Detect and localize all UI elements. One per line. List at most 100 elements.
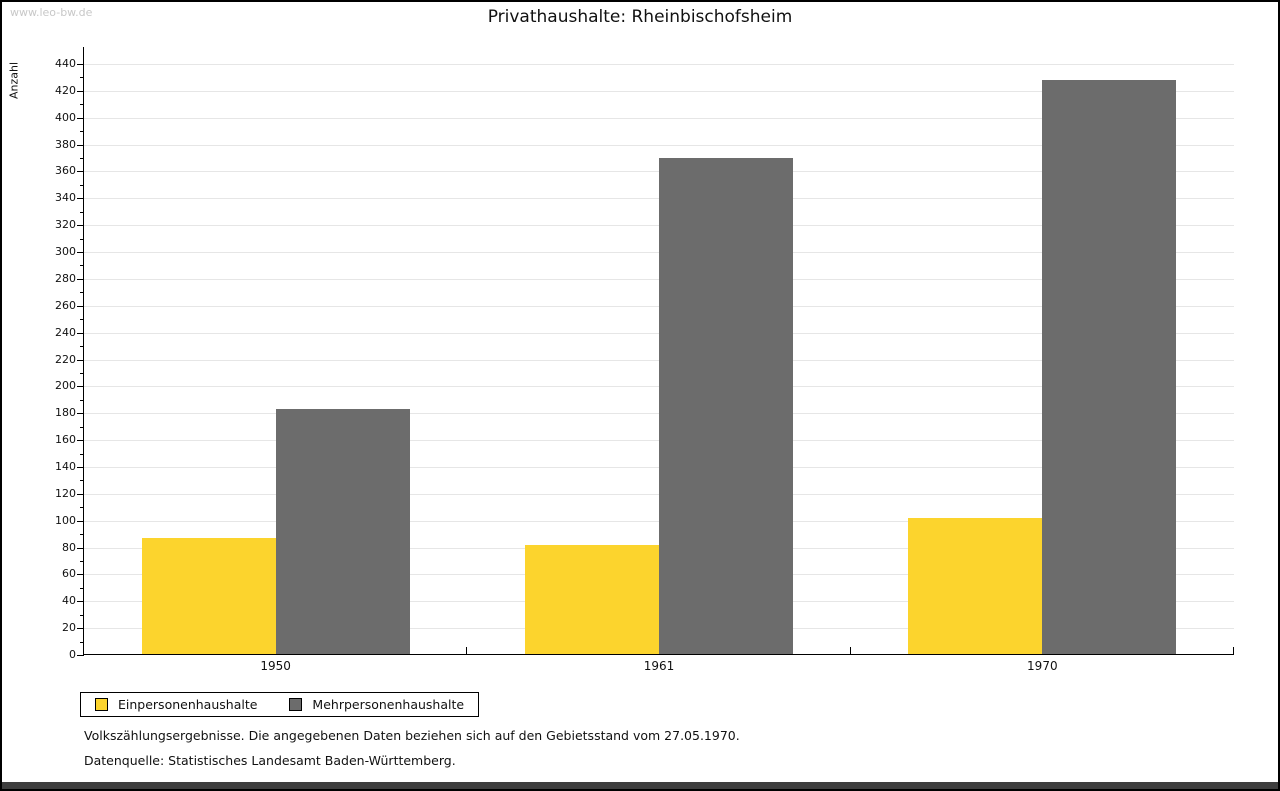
x-category-label-1961: 1961 <box>643 659 675 673</box>
y-axis-label: Anzahl <box>7 61 21 100</box>
x-tick-2 <box>849 647 851 655</box>
y-tick-minor-330 <box>80 211 84 213</box>
y-tick-major-280 <box>77 278 84 280</box>
y-tick-major-220 <box>77 359 84 361</box>
y-tick-label-20: 20 <box>62 621 76 635</box>
y-tick-minor-150 <box>80 453 84 455</box>
y-tick-label-220: 220 <box>55 352 76 366</box>
y-tick-major-380 <box>77 144 84 146</box>
y-tick-major-420 <box>77 90 84 92</box>
footnote-datenquelle: Datenquelle: Statistisches Landesamt Bad… <box>84 753 456 768</box>
y-tick-label-380: 380 <box>55 137 76 151</box>
y-tick-label-420: 420 <box>55 83 76 97</box>
y-tick-major-340 <box>77 198 84 200</box>
y-tick-major-300 <box>77 252 84 254</box>
bar-mehrpersonenhaushalte-1970 <box>1042 80 1177 655</box>
legend-label-einpersonenhaushalte: Einpersonenhaushalte <box>118 697 258 712</box>
legend-swatch-mehrpersonenhaushalte <box>289 698 303 711</box>
y-tick-label-260: 260 <box>55 298 76 312</box>
y-tick-major-440 <box>77 64 84 65</box>
y-tick-minor-130 <box>80 480 84 482</box>
gridline-420 <box>84 90 1234 92</box>
x-category-label-1950: 1950 <box>260 659 291 673</box>
y-tick-label-200: 200 <box>55 379 76 393</box>
y-tick-label-140: 140 <box>55 459 76 473</box>
y-tick-minor-370 <box>80 158 84 160</box>
bar-mehrpersonenhaushalte-1950 <box>275 409 410 655</box>
legend: Einpersonenhaushalte Mehrpersonenhaushalt… <box>80 692 480 717</box>
watermark: www.leo-bw.de <box>10 6 93 19</box>
y-tick-major-60 <box>77 574 84 576</box>
x-tick-3 <box>1233 647 1234 655</box>
footnote-gebietsstand: Volkszählungsergebnisse. Die angegebenen… <box>84 728 740 743</box>
y-tick-label-400: 400 <box>55 110 76 124</box>
y-tick-minor-90 <box>80 534 84 536</box>
gridline-380 <box>84 144 1234 146</box>
bar-einpersonenhaushalte-1961 <box>525 544 659 655</box>
y-tick-major-360 <box>77 171 84 173</box>
y-tick-major-100 <box>77 520 84 522</box>
y-tick-minor-410 <box>80 104 84 106</box>
y-tick-label-120: 120 <box>55 486 76 500</box>
y-tick-label-340: 340 <box>55 191 76 205</box>
y-tick-minor-390 <box>80 131 84 133</box>
y-tick-label-0: 0 <box>69 648 76 661</box>
y-tick-major-260 <box>77 305 84 307</box>
y-tick-major-20 <box>77 628 84 630</box>
chart-title: Privathaushalte: Rheinbischofsheim <box>487 7 793 27</box>
y-tick-major-200 <box>77 386 84 388</box>
y-tick-minor-10 <box>80 641 84 643</box>
x-tick-1 <box>466 647 468 655</box>
y-tick-label-40: 40 <box>62 594 76 608</box>
y-axis-line <box>83 47 84 655</box>
y-tick-label-440: 440 <box>55 57 76 70</box>
y-tick-major-240 <box>77 332 84 334</box>
y-tick-minor-270 <box>80 292 84 294</box>
y-tick-minor-30 <box>80 614 84 616</box>
gridline-400 <box>84 117 1234 119</box>
y-tick-label-180: 180 <box>55 406 76 420</box>
y-tick-major-0 <box>77 655 84 656</box>
y-tick-major-160 <box>77 440 84 442</box>
y-tick-label-320: 320 <box>55 218 76 232</box>
y-tick-minor-190 <box>80 399 84 401</box>
y-tick-minor-210 <box>80 372 84 374</box>
y-tick-major-80 <box>77 547 84 549</box>
y-tick-label-280: 280 <box>55 271 76 285</box>
y-tick-minor-110 <box>80 507 84 509</box>
x-category-label-1970: 1970 <box>1027 659 1058 673</box>
y-tick-label-300: 300 <box>55 245 76 259</box>
y-tick-major-180 <box>77 413 84 415</box>
x-axis-line <box>83 654 1234 655</box>
y-tick-label-60: 60 <box>62 567 76 581</box>
y-tick-label-80: 80 <box>62 540 76 554</box>
bar-mehrpersonenhaushalte-1961 <box>659 158 793 655</box>
y-tick-minor-250 <box>80 319 84 321</box>
legend-item-mehrpersonenhaushalte: Mehrpersonenhaushalte <box>289 697 464 712</box>
y-tick-label-100: 100 <box>55 513 76 527</box>
bar-einpersonenhaushalte-1950 <box>141 538 276 655</box>
y-tick-minor-50 <box>80 587 84 589</box>
y-tick-minor-70 <box>80 560 84 562</box>
y-tick-label-160: 160 <box>55 433 76 447</box>
y-tick-minor-230 <box>80 346 84 348</box>
legend-item-einpersonenhaushalte: Einpersonenhaushalte <box>95 697 257 712</box>
y-tick-major-140 <box>77 466 84 468</box>
y-tick-label-240: 240 <box>55 325 76 339</box>
legend-swatch-einpersonenhaushalte <box>95 698 108 711</box>
plot-area <box>84 47 1234 655</box>
y-tick-minor-170 <box>80 426 84 428</box>
y-tick-minor-290 <box>80 265 84 267</box>
bar-einpersonenhaushalte-1970 <box>908 518 1043 655</box>
bottom-strip <box>2 782 1278 789</box>
y-tick-minor-430 <box>80 77 84 79</box>
y-tick-major-320 <box>77 225 84 227</box>
legend-label-mehrpersonenhaushalte: Mehrpersonenhaushalte <box>312 697 465 712</box>
gridline-440 <box>84 64 1234 65</box>
y-tick-label-360: 360 <box>55 164 76 178</box>
y-tick-minor-350 <box>80 184 84 186</box>
y-tick-major-120 <box>77 493 84 495</box>
y-tick-major-400 <box>77 117 84 119</box>
y-tick-minor-310 <box>80 238 84 240</box>
